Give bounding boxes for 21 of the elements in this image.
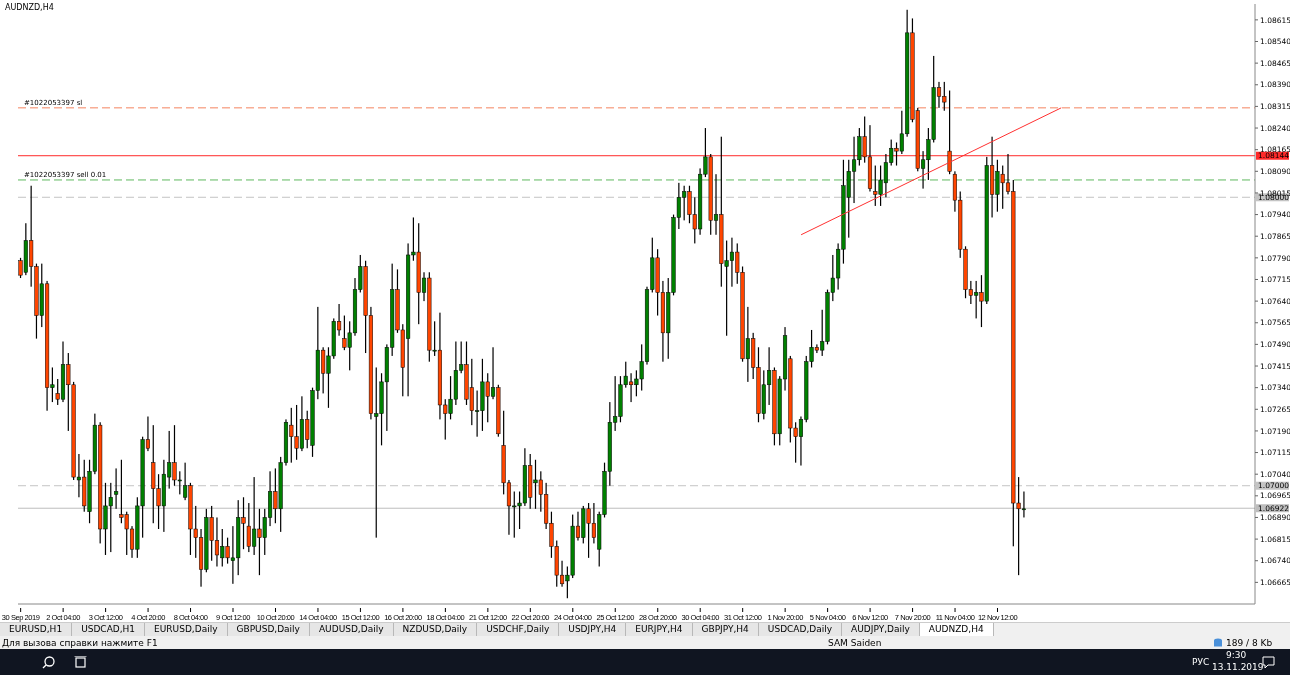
candlestick [114,468,119,509]
text: EURUSD,H1 [0,623,73,636]
text: SAM Saiden [828,637,882,650]
text: USDJPY,H4 [559,623,627,636]
text: EURUSD,Daily [145,623,228,636]
text: GBPJPY,H4 [692,623,759,636]
text: AUDJPY,Daily [842,623,920,636]
text: AUDUSD,Daily [309,623,394,636]
text: 13.11.2019 [1212,662,1264,672]
text: NZDUSD,Daily [393,623,478,636]
text: EURJPY,H4 [626,623,693,636]
text: USDCAD,H1 [72,623,146,636]
text: GBPUSD,Daily [227,623,310,636]
chart-title: AUDNZD,H4 [5,3,54,12]
text: 9:30 [1226,650,1247,660]
text: AUDNZD,H4 [919,623,994,636]
text: USDCHF,Daily [477,623,560,636]
text: 189 / 8 Kb [1226,637,1273,650]
text: Для вызова справки нажмите F1 [2,637,158,650]
text: USDCAD,Daily [758,623,843,636]
text: РУС [1192,657,1210,667]
